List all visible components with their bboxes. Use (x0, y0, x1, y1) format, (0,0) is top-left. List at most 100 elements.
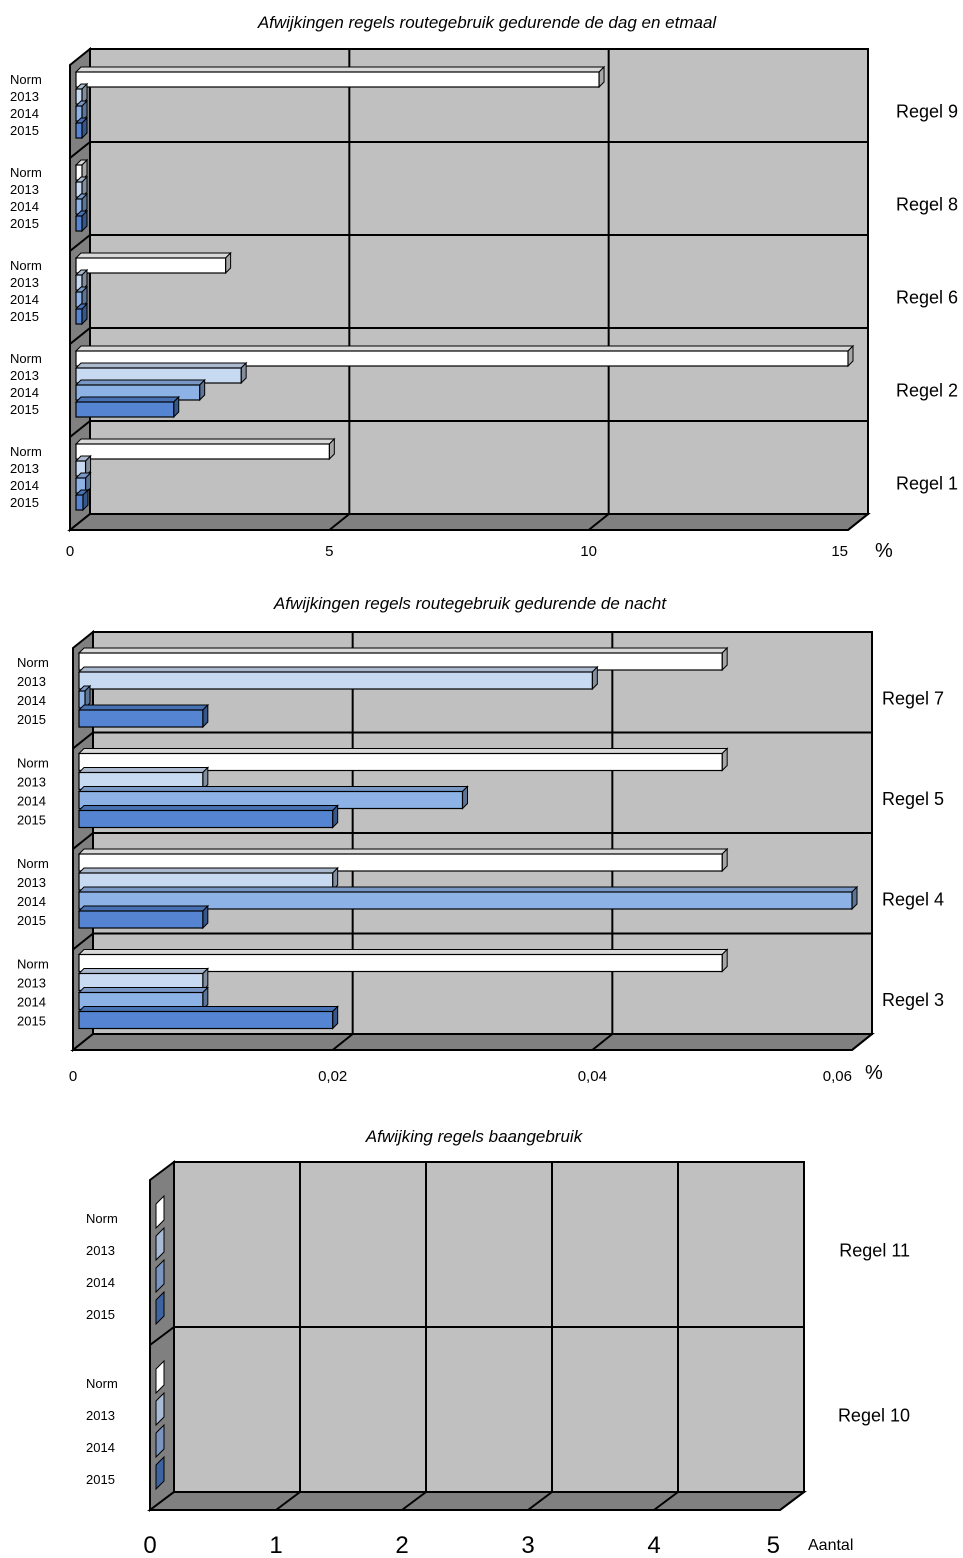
bar-2015 (78, 910, 204, 929)
row-label: 2014 (86, 1275, 115, 1290)
row-label: Norm (86, 1376, 118, 1391)
row-label: 2013 (10, 275, 39, 290)
row-label: Norm (10, 258, 42, 273)
bar-top-face (77, 767, 210, 773)
grid-line-floor (591, 1033, 613, 1051)
row-label: 2015 (17, 1014, 46, 1029)
plot-floor (67, 513, 871, 531)
grid-line-side (72, 932, 94, 951)
row-label: 2013 (17, 674, 46, 689)
x-tick-label: 0 (143, 1532, 156, 1558)
row-label: Norm (10, 72, 42, 87)
row-label: 2015 (10, 216, 39, 231)
row-label: 2015 (10, 495, 39, 510)
row-label: 2015 (10, 309, 39, 324)
row-label: 2015 (86, 1307, 115, 1322)
x-tick-label: 5 (767, 1532, 780, 1558)
row-label: 2014 (17, 995, 46, 1010)
row-label: 2013 (10, 368, 39, 383)
grid-line-floor (328, 513, 350, 531)
group-label: Regel 1 (896, 474, 958, 494)
group-label: Regel 4 (882, 889, 944, 909)
grid-line-floor (275, 1491, 301, 1511)
plot-floor (147, 1491, 807, 1511)
row-label: 2013 (10, 461, 39, 476)
grid-line-side (72, 731, 94, 750)
bar-norm (78, 853, 723, 872)
row-label: 2015 (17, 712, 46, 727)
bar-2014 (155, 1258, 165, 1294)
bar-2015 (78, 809, 334, 829)
grid-line-floor (527, 1491, 553, 1511)
bar-top-face (74, 438, 336, 445)
grid-line-floor (653, 1491, 679, 1511)
grid-line-side (69, 420, 91, 438)
group-label: Regel 3 (882, 990, 944, 1010)
chart-title: Afwijkingen regels routegebruik gedurend… (257, 13, 718, 32)
bar-top-face (74, 362, 248, 369)
grid-line-side (72, 832, 94, 850)
grid-line-side (69, 141, 91, 159)
grid-line-floor (401, 1491, 427, 1511)
row-label: 2014 (17, 794, 46, 809)
row-label: 2014 (86, 1440, 115, 1455)
row-label: Norm (86, 1211, 118, 1226)
x-tick-label: 0,04 (578, 1068, 607, 1085)
bar-2015 (155, 1455, 165, 1491)
bar-2013 (155, 1226, 165, 1262)
row-label: Norm (10, 165, 42, 180)
group-label: Regel 10 (838, 1406, 910, 1426)
row-label: 2014 (10, 478, 39, 493)
group-label: Regel 6 (896, 288, 958, 308)
row-label: 2015 (86, 1472, 115, 1487)
bar-top-face (77, 968, 210, 974)
row-label: 2013 (10, 182, 39, 197)
bar-top-face (77, 905, 210, 912)
group-label: Regel 2 (896, 381, 958, 401)
bar-top-face (74, 252, 232, 259)
bar-top-face (77, 704, 210, 711)
bar-top-face (77, 867, 339, 874)
row-label: 2014 (10, 106, 39, 121)
bar-norm (75, 350, 849, 367)
row-label: 2015 (17, 813, 46, 828)
bar-2015 (75, 401, 175, 418)
group-label: Regel 5 (882, 789, 944, 809)
bar-top-face (77, 886, 859, 893)
group-label: Regel 8 (896, 195, 958, 215)
row-label: 2014 (10, 199, 39, 214)
group-label: Regel 9 (896, 102, 958, 122)
group-label: Regel 7 (882, 688, 944, 708)
row-label: Norm (10, 351, 42, 366)
bar-top-face (77, 666, 599, 673)
x-tick-label: 3 (521, 1532, 534, 1558)
bar-norm (75, 71, 600, 88)
row-label: 2013 (10, 89, 39, 104)
bar-top-face (74, 396, 180, 403)
grid-line-floor (851, 1033, 873, 1051)
x-tick-label: 0,06 (823, 1068, 852, 1085)
row-label: Norm (10, 444, 42, 459)
bar-top-face (77, 805, 339, 811)
bar-top-face (77, 1006, 339, 1012)
row-label: Norm (17, 756, 49, 771)
row-label: 2015 (10, 402, 39, 417)
bar-2013 (155, 1391, 165, 1427)
chart-title: Afwijkingen regels routegebruik gedurend… (273, 594, 667, 613)
bar-top-face (74, 66, 606, 73)
chart-title: Afwijking regels baangebruik (365, 1127, 584, 1146)
bar-2013 (78, 671, 593, 690)
x-tick-label: 10 (580, 543, 597, 560)
row-label: Norm (17, 655, 49, 670)
x-tick-label: 0 (66, 543, 74, 560)
bar-2015 (78, 1010, 334, 1030)
x-unit-label: % (875, 540, 893, 562)
x-tick-label: 0 (69, 1068, 77, 1085)
bar-2015 (75, 494, 84, 511)
bar-norm (78, 953, 723, 973)
bar-top-face (74, 345, 855, 352)
grid-line-floor (779, 1491, 805, 1511)
x-tick-label: 4 (647, 1532, 660, 1558)
row-label: 2015 (17, 913, 46, 928)
